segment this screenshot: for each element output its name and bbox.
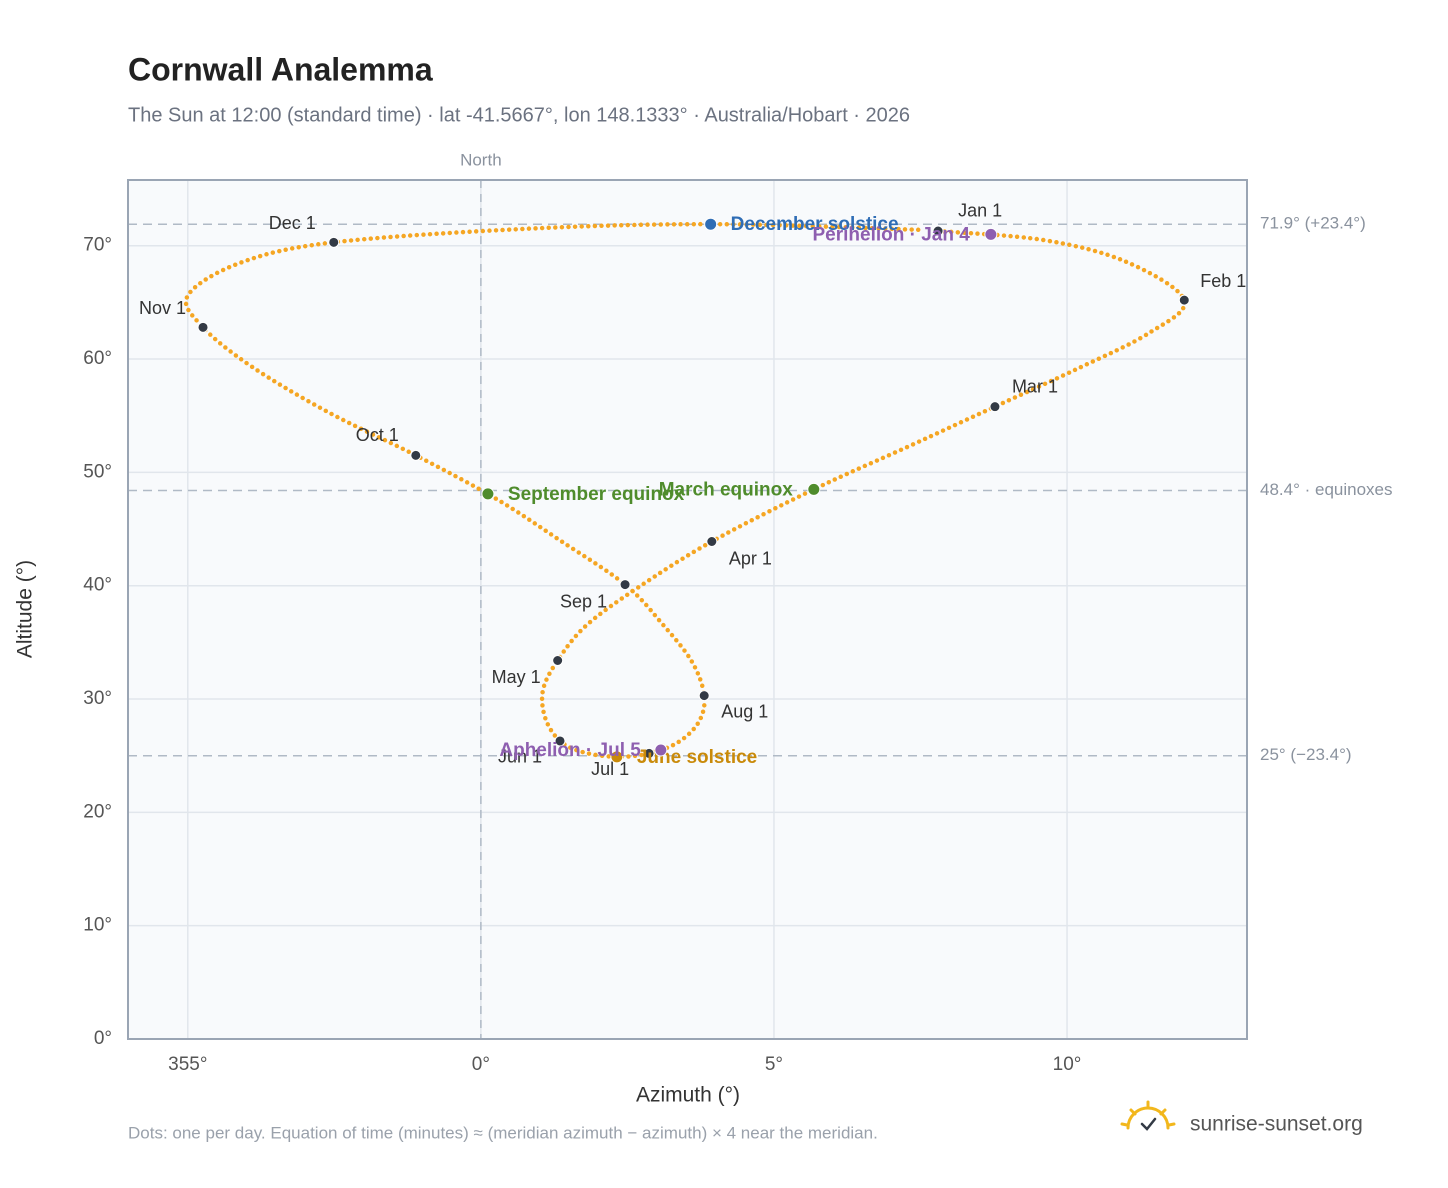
month-label: Apr 1 <box>729 548 772 568</box>
brand: sunrise-sunset.org <box>1190 1113 1363 1136</box>
x-tick-label: 355° <box>168 1054 207 1075</box>
month-label: May 1 <box>492 667 541 687</box>
reference-label: 25° (−23.4°) <box>1260 745 1352 764</box>
month-marker <box>932 225 944 237</box>
plot-border <box>127 179 1248 1040</box>
north-label: North <box>460 150 502 169</box>
month-marker <box>1178 294 1190 306</box>
event-label: December solstice <box>731 214 899 235</box>
y-tick-label: 0° <box>94 1028 112 1049</box>
month-label: Mar 1 <box>1012 376 1058 396</box>
brand-logo <box>1120 1100 1176 1131</box>
month-marker <box>410 449 422 461</box>
month-marker <box>643 747 655 759</box>
x-axis-label: Azimuth (°) <box>636 1084 740 1107</box>
event-label: Aphelion · Jul 5 <box>499 740 641 761</box>
reference-label: 48.4° · equinoxes <box>1260 480 1393 499</box>
y-tick-label: 30° <box>83 688 112 709</box>
event-marker <box>807 482 821 496</box>
plot-area <box>128 180 1247 1039</box>
month-marker <box>552 654 564 666</box>
month-label: Feb 1 <box>1200 271 1246 291</box>
event-marker <box>481 487 495 501</box>
month-label: Dec 1 <box>269 213 316 233</box>
month-marker <box>698 690 710 702</box>
month-label: Sep 1 <box>560 591 607 611</box>
month-marker <box>619 579 631 591</box>
month-marker <box>554 735 566 747</box>
y-tick-label: 10° <box>83 915 112 936</box>
footnote: Dots: one per day. Equation of time (min… <box>128 1123 878 1142</box>
month-marker <box>989 401 1001 413</box>
month-label: Jun 1 <box>498 747 542 767</box>
y-tick-label: 40° <box>83 575 112 596</box>
reference-label: 71.9° (+23.4°) <box>1260 214 1366 233</box>
month-label: Nov 1 <box>139 298 186 318</box>
y-tick-label: 60° <box>83 348 112 369</box>
event-label: March equinox <box>659 479 794 500</box>
month-marker <box>197 321 209 333</box>
chart-title: Cornwall Analemma <box>128 51 433 87</box>
x-tick-label: 5° <box>765 1054 783 1075</box>
month-label: Aug 1 <box>721 701 768 721</box>
y-tick-label: 70° <box>83 235 112 256</box>
month-label: Jan 1 <box>958 201 1002 221</box>
event-marker <box>704 217 718 231</box>
event-marker <box>984 227 998 241</box>
month-label: Oct 1 <box>356 425 399 445</box>
chart-subtitle: The Sun at 12:00 (standard time) · lat -… <box>128 104 910 126</box>
event-marker <box>654 743 668 757</box>
month-marker <box>328 236 340 248</box>
x-tick-label: 0° <box>472 1054 490 1075</box>
y-axis-label: Altitude (°) <box>14 560 37 658</box>
y-tick-label: 20° <box>83 801 112 822</box>
plot-layer: Jan 1 Feb 1 Mar 1 Apr 1 May 1 Jun 1 Jul 1 Aug 1… <box>128 180 1247 1040</box>
month-marker <box>706 536 718 548</box>
event-marker <box>610 750 624 764</box>
y-tick-label: 50° <box>83 461 112 482</box>
event-label: September equinox <box>508 484 685 505</box>
month-label: Jul 1 <box>591 759 629 779</box>
event-label: Perihelion · Jan 4 <box>813 224 971 245</box>
x-tick-label: 10° <box>1053 1054 1082 1075</box>
